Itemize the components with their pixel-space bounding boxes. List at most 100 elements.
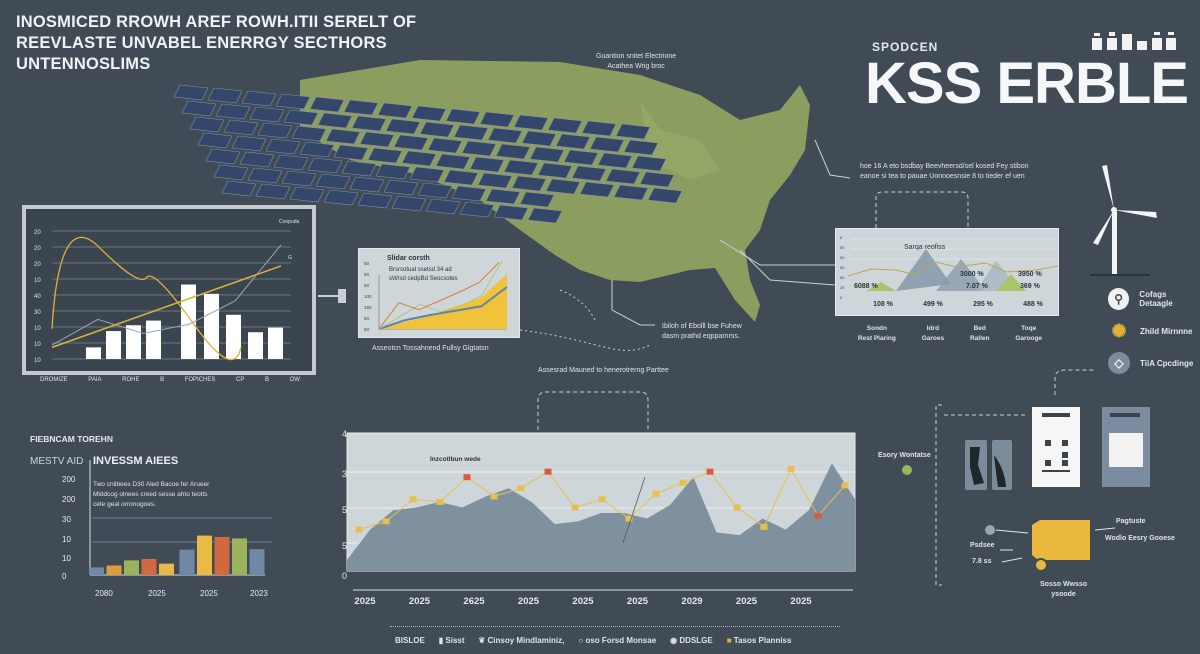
- solar-panel: [615, 123, 651, 140]
- bar: [204, 293, 219, 359]
- solar-panel: [223, 119, 259, 136]
- x-tick-label: CP: [235, 377, 245, 383]
- y-tick-label: 55: [840, 245, 845, 250]
- y-tick-label: 50: [840, 255, 845, 260]
- solar-panel: [393, 134, 429, 151]
- small-chart-panel: Slidar corsth Brsrsotual ssetsd 34 ad sW…: [358, 248, 520, 338]
- y-tick-label: 50: [364, 272, 370, 277]
- y-tick-label: 5: [342, 541, 347, 551]
- green-series-line: [378, 260, 503, 330]
- solar-panel: [307, 157, 343, 174]
- generator-icon: [1032, 520, 1090, 572]
- solar-panel: [485, 188, 521, 205]
- right-chart-value: 6088 %: [854, 283, 878, 290]
- data-marker: [598, 496, 606, 503]
- solar-panel: [435, 153, 471, 170]
- y-tick-label: 50: [364, 283, 370, 288]
- x-tick-label: B: [264, 377, 269, 383]
- solar-panel: [281, 170, 317, 187]
- x-tick-label: 2025: [736, 596, 758, 607]
- y-tick-label: 0: [62, 572, 67, 581]
- solar-panel: [221, 180, 257, 197]
- solar-panel: [513, 114, 549, 131]
- right-chart-value: 295 %: [973, 301, 993, 308]
- y-tick-label: 0: [840, 295, 843, 300]
- data-marker: [490, 493, 498, 500]
- solar-panel: [425, 198, 461, 215]
- callout-top-right: hoe 16 A eto bsdbay Beevheersd/sel kosed…: [860, 163, 1029, 180]
- solar-panel: [289, 186, 325, 203]
- data-marker: [787, 465, 795, 472]
- main-chart: 4 3 5 5 0 Inzcotlbun wede 2025 2025 2625 2025 2025…: [342, 429, 856, 607]
- y-tick-label: 25: [840, 285, 845, 290]
- title-line-3: UNTENNOSLIMS: [16, 55, 151, 73]
- y-tick-label: 30: [34, 310, 41, 316]
- olive-series-line: [847, 261, 1059, 277]
- solar-panel: [459, 201, 495, 218]
- x-tick-label: 2025: [409, 596, 431, 607]
- gulf-callout: Ibiloh of Ebolll bse Fuhew dasm prathd e…: [662, 323, 742, 340]
- gray-series-line: [51, 244, 282, 346]
- solar-panel: [247, 167, 283, 184]
- hands-icon: ✺: [1111, 320, 1127, 341]
- data-marker: [733, 504, 741, 511]
- solar-panel: [173, 84, 209, 101]
- data-marker: [436, 499, 444, 505]
- footer-item: ■ Tasos Planniss: [726, 636, 792, 645]
- solar-panel: [477, 172, 513, 189]
- x-tick-label: 2025: [627, 596, 649, 607]
- footer-item: ▮ Sisst: [438, 636, 465, 645]
- solar-panel: [563, 149, 599, 166]
- y-tick-label: 100: [364, 294, 372, 299]
- solar-panel: [631, 155, 667, 172]
- mountain-shape: [936, 259, 986, 291]
- right-chart-value: 3000 %: [960, 271, 984, 278]
- x-tick-label: PAIA: [88, 377, 102, 383]
- solar-panel: [197, 132, 233, 149]
- right-chart-categories: Sondn Rest Plaring Idrd Garoes Bed Rallen T…: [845, 324, 1055, 344]
- solar-panel: [537, 162, 573, 179]
- solar-panel: [469, 156, 505, 173]
- right-chart-value: 3950 %: [1018, 271, 1042, 278]
- yellow-curve: [51, 236, 242, 361]
- right-chart-title: Sarqa reofiss: [904, 244, 946, 251]
- y-tick-label: 8: [840, 235, 843, 240]
- highlight-marker: [544, 468, 552, 475]
- title-line-2: REEVLASTE UNVABEL ENERRGY SECTHORS: [16, 34, 387, 52]
- data-marker: [355, 526, 363, 533]
- y-tick-label: 50: [840, 265, 845, 270]
- solar-panel: [273, 154, 309, 171]
- right-diagram: [902, 404, 1150, 586]
- solar-panel: [343, 99, 379, 116]
- solar-panel: [323, 189, 359, 206]
- diagram-label: Wodlo Eesry Gooese: [1105, 535, 1175, 542]
- solar-panel: [445, 108, 481, 125]
- bar: [248, 332, 263, 359]
- solar-panel: [443, 169, 479, 186]
- right-chart-value: 369 %: [1020, 283, 1040, 290]
- y-tick-label: 150: [364, 305, 372, 310]
- solar-panel: [647, 187, 683, 204]
- solar-panel: [391, 195, 427, 212]
- orange-series-line: [378, 262, 500, 330]
- y-tick-label: 50: [364, 316, 370, 321]
- bar: [214, 537, 230, 575]
- solar-panel: [215, 103, 251, 120]
- bar: [141, 558, 157, 575]
- solar-panel: [589, 136, 625, 153]
- footer-item: ❦ Cinsoy Mindlaminiz,: [478, 636, 565, 645]
- data-marker: [517, 485, 525, 492]
- solar-panel: [315, 173, 351, 190]
- solar-panel: [275, 93, 311, 110]
- status-dot: [902, 465, 912, 475]
- solar-panel: [521, 130, 557, 147]
- solar-panel: [419, 121, 455, 138]
- solar-panel: [189, 116, 225, 133]
- right-chart-value: 7.07 %: [966, 283, 988, 290]
- footer-divider: [390, 626, 840, 627]
- y-tick-label: 10: [62, 554, 71, 563]
- y-tick-label: 10: [34, 358, 41, 364]
- x-tick-label: 2025: [200, 589, 218, 598]
- right-legend: ⚲ Cofags Detaagle ✺ Zhild Mirnnne ◇ TiiA Cp…: [1108, 288, 1200, 374]
- y-tick-label: 10: [62, 535, 71, 544]
